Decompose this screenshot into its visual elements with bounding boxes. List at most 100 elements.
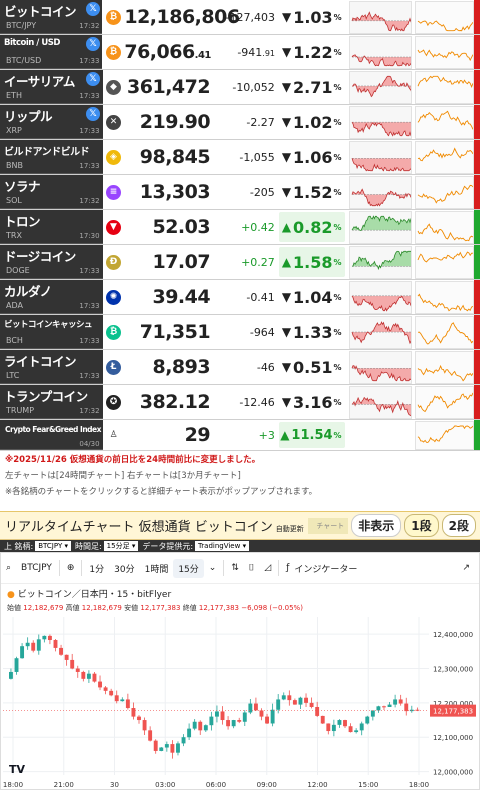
table-row[interactable]: カルダノ ADA 17:33 ✺ 39.44 -0.41 ▼ 1.04% xyxy=(0,280,480,315)
tv-tf-1h[interactable]: 1時間 xyxy=(144,564,169,575)
tv-add-icon[interactable]: ⊕ xyxy=(66,563,75,573)
table-row[interactable]: リップル XRP 17:33 𝕏 ✕ 219.90 -2.27 ▼ 1.02% xyxy=(0,105,480,140)
x-share-icon[interactable]: 𝕏 xyxy=(86,37,100,51)
candle xyxy=(393,694,398,708)
feargreed-change: +3 xyxy=(258,429,275,442)
tv-tf-30m[interactable]: 30分 xyxy=(114,564,135,575)
update-time: 17:33 xyxy=(79,92,100,100)
sparkline-line xyxy=(417,392,474,413)
chart-3m[interactable] xyxy=(415,176,475,209)
x-share-icon[interactable]: 𝕏 xyxy=(86,72,100,86)
candle-body xyxy=(125,699,130,709)
chart-3m[interactable] xyxy=(415,351,475,384)
table-row[interactable]: ソラナ SOL 17:32 ≡ 13,303 -205 ▼ 1.52% xyxy=(0,175,480,210)
sparkline-line xyxy=(417,425,474,443)
chart-24h[interactable] xyxy=(348,1,413,34)
price: 17.07 xyxy=(124,245,212,279)
percent-unit: % xyxy=(333,327,342,337)
candlestick-chart[interactable]: 12,400,000 12,300,000 12,200,000 12,100,000… xyxy=(1,615,479,791)
table-row[interactable]: ライトコイン LTC 17:33 Ł 8,893 -46 ▼ 0.51% xyxy=(0,350,480,385)
symbol-select[interactable]: BTCJPY ▾ xyxy=(35,541,71,551)
change-main: -12.46 xyxy=(239,396,275,409)
table-row[interactable]: ビットコインキャッシュ BCH 17:33 ₿ 71,351 -964 ▼ 1.33% xyxy=(0,315,480,350)
tv-indicator-icon[interactable]: ƒ xyxy=(286,563,290,573)
chart-3m[interactable] xyxy=(415,246,475,279)
chart-3m[interactable] xyxy=(415,1,475,34)
x-share-icon[interactable]: 𝕏 xyxy=(86,2,100,16)
chart-3m[interactable] xyxy=(415,71,475,104)
hide-chart-button[interactable]: 非表示 xyxy=(351,514,402,537)
candle-body xyxy=(14,658,19,672)
tv-area-icon[interactable]: ◿ xyxy=(264,563,272,573)
price: 76,066.41 xyxy=(124,35,212,69)
table-row[interactable]: ビットコイン BTC/JPY 17:32 𝕏 ₿ 12,186,806 -127,403 ▼ 1… xyxy=(0,0,480,35)
chart-3m[interactable] xyxy=(415,386,475,419)
coin-name: カルダノ xyxy=(4,284,52,299)
tv-search-icon[interactable]: ⌕ xyxy=(6,563,12,573)
price-main: 52.03 xyxy=(152,216,211,238)
tv-tf-15m[interactable]: 15分 xyxy=(173,558,204,578)
ohlc-close: 12,177,383 xyxy=(198,604,240,612)
percent-value: 3.16 xyxy=(293,392,333,412)
table-row[interactable]: トロン TRX 17:30 ▼ 52.03 +0.42 ▲ 0.82% xyxy=(0,210,480,245)
change-main: -1,055 xyxy=(239,151,275,164)
chart-3m[interactable] xyxy=(415,141,475,174)
tv-tf-1m[interactable]: 1分 xyxy=(89,564,105,575)
one-row-button[interactable]: 1段 xyxy=(404,514,439,537)
tv-popout-icon[interactable]: ↗ xyxy=(462,563,470,573)
two-row-button[interactable]: 2段 xyxy=(441,514,476,537)
source-select[interactable]: TradingView ▾ xyxy=(195,541,250,551)
chart-3m[interactable] xyxy=(415,36,475,69)
coin-symbol: BTC/USD xyxy=(6,56,42,65)
chart-3m[interactable] xyxy=(415,211,475,244)
chart-24h[interactable] xyxy=(348,106,413,139)
update-time: 17:33 xyxy=(79,337,100,345)
price-main: 382.12 xyxy=(139,391,211,413)
last-price-label: 12,177,383 xyxy=(433,708,473,716)
realtime-chart-title-text: リアルタイムチャート 仮想通貨 ビットコイン xyxy=(5,520,273,535)
chart-24h[interactable] xyxy=(348,316,413,349)
table-row[interactable]: ドージコイン DOGE 17:33 Ð 17.07 +0.27 ▲ 1.58% xyxy=(0,245,480,280)
chart-3m[interactable] xyxy=(415,281,475,314)
chart-3m[interactable] xyxy=(415,316,475,349)
change: -127,403 xyxy=(212,0,279,34)
x-share-icon[interactable]: 𝕏 xyxy=(86,107,100,121)
candle xyxy=(170,740,175,759)
chart-3m[interactable] xyxy=(415,106,475,139)
chart-24h[interactable] xyxy=(348,211,413,244)
chart-24h[interactable] xyxy=(348,246,413,279)
candle xyxy=(387,702,392,708)
change: -205 xyxy=(212,175,279,209)
chart-24h[interactable] xyxy=(348,351,413,384)
table-row[interactable]: トランプコイン TRUMP 17:32 ✪ 382.12 -12.46 ▼ 3.16% xyxy=(0,385,480,420)
chart-3m[interactable] xyxy=(415,421,475,450)
chart-24h[interactable] xyxy=(348,71,413,104)
timeframe-select[interactable]: 15分足 ▾ xyxy=(103,541,139,551)
sparkline-line xyxy=(417,49,474,62)
ohlc-open: 12,182,679 xyxy=(23,604,64,612)
chart-24h[interactable] xyxy=(348,176,413,209)
tv-compare-icon[interactable]: ⇅ xyxy=(231,563,239,573)
table-row[interactable]: ビルドアンドビルド BNB 17:33 ◈ 98,845 -1,055 ▼ 1.06% xyxy=(0,140,480,175)
feargreed-row[interactable]: Crypto Fear&Greed Index 04/30 ♙ 29 +3 ▲ 11.54% xyxy=(0,420,480,451)
chart-24h[interactable] xyxy=(348,281,413,314)
candle-body xyxy=(253,703,258,711)
sparkline-line xyxy=(351,11,412,32)
tv-indicators-button[interactable]: インジケーター xyxy=(294,564,358,575)
change-main: -10,052 xyxy=(232,81,275,94)
chart-24h[interactable] xyxy=(348,141,413,174)
trend-bar xyxy=(474,35,480,69)
chart-24h[interactable] xyxy=(348,386,413,419)
tv-candle-icon[interactable]: ⌷ xyxy=(248,563,255,573)
divider xyxy=(223,560,225,576)
candle-body xyxy=(98,681,102,688)
table-row[interactable]: Bitcoin / USD BTC/USD 17:33 𝕏 ₿ 76,066.41 -941… xyxy=(0,35,480,70)
chart-24h[interactable] xyxy=(348,36,413,69)
table-row[interactable]: イーサリアム ETH 17:33 𝕏 ◆ 361,472 -10,052 ▼ 2.71% xyxy=(0,70,480,105)
down-arrow-icon: ▼ xyxy=(281,10,292,24)
percent-change: ▼ 1.06% xyxy=(279,142,345,172)
y-tick-label: 12,300,000 xyxy=(433,666,473,674)
tv-symbol[interactable]: BTCJPY xyxy=(21,563,52,573)
tv-dropdown-icon[interactable]: ⌄ xyxy=(208,563,217,573)
feargreed-name: Crypto Fear&Greed Index xyxy=(5,425,101,434)
